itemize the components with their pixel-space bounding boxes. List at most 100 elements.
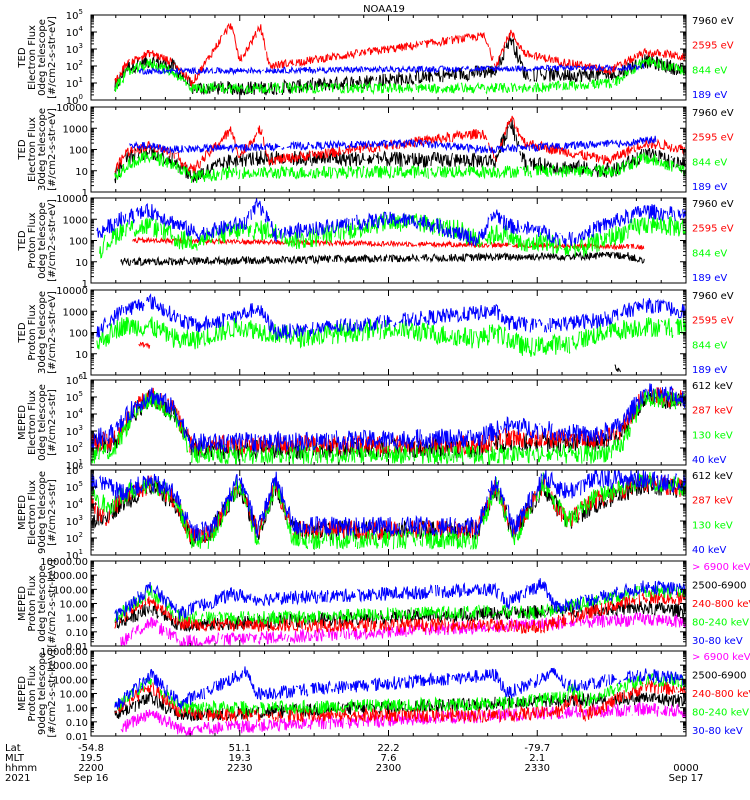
y-tick-exponent: 4 bbox=[79, 497, 84, 505]
y-axis-label: [#/cm2-s-str-eV] bbox=[47, 16, 58, 99]
y-axis-label: Proton Flux bbox=[27, 304, 38, 360]
y-tick-exponent: 3 bbox=[79, 42, 83, 50]
y-tick-exponent: 3 bbox=[79, 514, 83, 522]
time-column-value: -54.8 bbox=[78, 743, 104, 754]
y-axis-label: 90deg telescope bbox=[37, 652, 48, 735]
series-line-blue bbox=[114, 666, 686, 710]
y-tick-label: 105 bbox=[66, 480, 83, 494]
time-column-value: Sep 16 bbox=[74, 773, 109, 784]
legend-entry: 7960 eV bbox=[692, 199, 734, 210]
panel-7: 0.01 0.10 1.00 10.00 100.00 1000.00 10000.00 ME… bbox=[17, 557, 750, 653]
y-axis-label: Electron Flux bbox=[27, 117, 38, 182]
time-column-value: 22.2 bbox=[377, 743, 399, 754]
legend-entry: 130 keV bbox=[692, 520, 733, 531]
series-line-blue bbox=[96, 198, 686, 247]
y-tick-label: 105 bbox=[66, 8, 83, 22]
legend-entry: 189 eV bbox=[692, 90, 727, 101]
y-tick-label: 101 bbox=[66, 76, 83, 90]
legend-entry: 287 keV bbox=[692, 406, 733, 417]
time-row-label: Lat bbox=[5, 743, 21, 754]
panel-series bbox=[114, 578, 686, 646]
y-tick-label: 1.00 bbox=[66, 704, 88, 715]
time-column-value: 0000 bbox=[673, 763, 698, 774]
y-tick-label: 10000 bbox=[56, 103, 88, 114]
y-tick-exponent: 1 bbox=[79, 548, 83, 556]
y-tick-exponent: 6 bbox=[79, 373, 84, 381]
y-tick-label: 104 bbox=[66, 25, 84, 39]
y-axis-label: Electron Flux bbox=[27, 480, 38, 545]
legend-entry: > 6900 keV bbox=[692, 652, 750, 663]
y-tick-label: 100.00 bbox=[53, 675, 88, 686]
y-tick-exponent: 2 bbox=[79, 531, 83, 539]
panel-series bbox=[96, 293, 686, 373]
legend-entry: 2500-6900 bbox=[692, 581, 747, 592]
y-tick-label: 103 bbox=[66, 514, 83, 528]
legend-entry: 2595 eV bbox=[692, 224, 734, 235]
y-axis-label: MEPED bbox=[17, 676, 28, 711]
y-tick-label: 10 bbox=[75, 258, 88, 269]
panel-2: 1 10 100 1000 10000 TED Electron Flux 30deg tel… bbox=[17, 103, 734, 199]
legend-entry: 7960 eV bbox=[692, 108, 734, 119]
panel-frame bbox=[90, 14, 687, 101]
panel-3: 1 10 100 1000 10000 TED Proton Flux 0deg telesc… bbox=[17, 194, 734, 290]
panel-series bbox=[114, 666, 686, 736]
y-tick-label: 0.10 bbox=[66, 718, 88, 729]
y-tick-exponent: 2 bbox=[79, 59, 83, 67]
panel-series bbox=[96, 198, 686, 267]
y-tick-exponent: 5 bbox=[79, 390, 83, 398]
y-tick-label: 10 bbox=[75, 167, 88, 178]
legend-entry: 240-800 keV bbox=[692, 689, 750, 700]
time-column-value: 51.1 bbox=[229, 743, 251, 754]
time-column-value: 2230 bbox=[227, 763, 252, 774]
panel-frame bbox=[90, 106, 687, 193]
legend-entry: 2595 eV bbox=[692, 316, 734, 327]
series-line-red bbox=[138, 341, 151, 349]
series-line-blue bbox=[91, 383, 686, 453]
y-tick-label: 102 bbox=[66, 531, 83, 545]
y-axis-label: [#/cm2-s-str-eV] bbox=[47, 199, 58, 282]
y-axis-label: 0deg telescope bbox=[37, 384, 48, 461]
y-tick-label: 10000 bbox=[56, 286, 88, 297]
y-tick-label: 102 bbox=[66, 59, 83, 73]
y-tick-exponent: 5 bbox=[79, 480, 83, 488]
y-axis-label: 30deg telescope bbox=[37, 108, 48, 191]
time-column-value: Sep 17 bbox=[669, 773, 704, 784]
y-tick-label: 105 bbox=[66, 390, 83, 404]
y-tick-exponent: 4 bbox=[79, 25, 84, 33]
legend-entry: 130 keV bbox=[692, 430, 733, 441]
time-column-value: -79.7 bbox=[524, 743, 550, 754]
y-tick-label: 10000.00 bbox=[40, 647, 88, 658]
panel-series bbox=[114, 115, 686, 184]
legend-entry: 612 keV bbox=[692, 381, 733, 392]
y-axis-label: 30deg telescope bbox=[37, 291, 48, 374]
y-axis-label: MEPED bbox=[17, 495, 28, 530]
y-tick-label: 10000 bbox=[56, 194, 88, 205]
time-column-value: 2330 bbox=[525, 763, 550, 774]
y-axis-label: 0deg telescope bbox=[37, 19, 48, 96]
time-column-value: 2300 bbox=[376, 763, 401, 774]
panel-8: 0.01 0.10 1.00 10.00 100.00 1000.00 10000.00 ME… bbox=[17, 647, 750, 743]
y-axis-label: [#/cm2-s-str-keV] bbox=[47, 649, 58, 737]
y-axis-label: Electron Flux bbox=[27, 25, 38, 90]
y-tick-label: 100 bbox=[69, 146, 88, 157]
y-axis-label: TED bbox=[17, 139, 28, 160]
y-axis-label: 0deg telescope bbox=[37, 202, 48, 279]
y-tick-label: 1000.00 bbox=[47, 571, 88, 582]
time-row-label: hhmm bbox=[5, 763, 37, 774]
y-tick-label: 106 bbox=[66, 463, 84, 477]
y-tick-label: 106 bbox=[66, 373, 84, 387]
y-axis-label: 0deg telescope bbox=[37, 565, 48, 642]
y-axis-label: [#/cm2-s-str] bbox=[47, 479, 58, 546]
series-line-blue bbox=[129, 135, 657, 155]
y-tick-exponent: 1 bbox=[79, 458, 83, 466]
panel-series bbox=[114, 22, 686, 96]
legend-entry: 844 eV bbox=[692, 65, 727, 76]
y-axis-label: TED bbox=[17, 322, 28, 343]
y-tick-exponent: 1 bbox=[79, 76, 83, 84]
panel-series bbox=[91, 383, 686, 465]
